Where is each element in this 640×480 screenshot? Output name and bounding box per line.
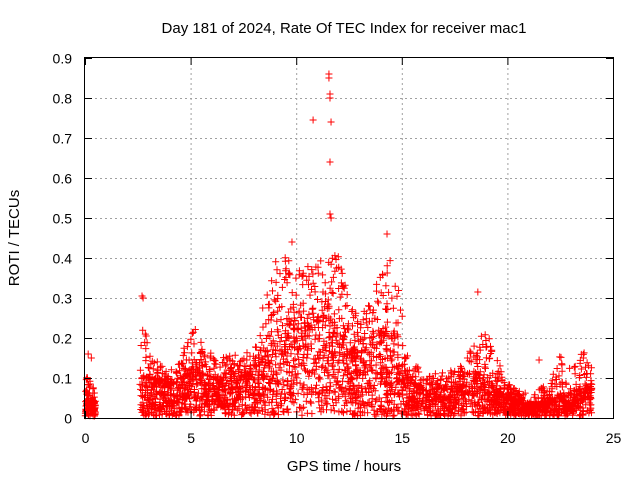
data-point [326,158,334,166]
y-tick-label: 0.3 [53,291,73,307]
data-point [383,230,391,238]
grid-lines [85,58,613,418]
y-tick-label: 0.5 [53,211,73,227]
plot-frame [84,57,614,419]
y-tick-label: 0.6 [53,171,73,187]
y-tick-label: 0.8 [53,91,73,107]
x-tick-labels: 0 5 10 15 20 25 [82,430,622,446]
x-tick-label: 5 [187,430,195,446]
x-tick-label: 20 [500,430,516,446]
data-point [84,350,92,358]
data-point [327,214,335,222]
data-point [309,116,317,124]
y-tick-label: 0.1 [53,371,73,387]
y-tick-label: 0.2 [53,331,73,347]
data-point [87,354,95,362]
x-axis-title: GPS time / hours [287,458,401,475]
axis-ticks [85,58,614,419]
data-point [326,210,334,218]
chart-title: Day 181 of 2024, Rate Of TEC Index for r… [162,20,527,37]
data-point [288,238,296,246]
y-tick-label: 0.7 [53,131,73,147]
data-point [326,94,334,102]
data-point [325,74,333,82]
data-point-cloud [81,252,596,420]
data-point [535,356,543,364]
x-tick-label: 25 [606,430,622,446]
y-axis-title: ROTI / TECUs [6,190,23,286]
y-tick-labels: 0 0.1 0.2 0.3 0.4 0.5 0.6 0.7 0.8 0.9 [53,51,73,427]
data-point [139,294,147,302]
x-tick-label: 0 [82,430,90,446]
x-tick-label: 10 [289,430,305,446]
y-tick-label: 0.9 [53,51,73,67]
y-tick-label: 0 [64,411,72,427]
data-point [327,118,335,126]
y-tick-label: 0.4 [53,251,73,267]
data-point [474,288,482,296]
data-points [81,70,596,420]
x-tick-label: 15 [395,430,411,446]
